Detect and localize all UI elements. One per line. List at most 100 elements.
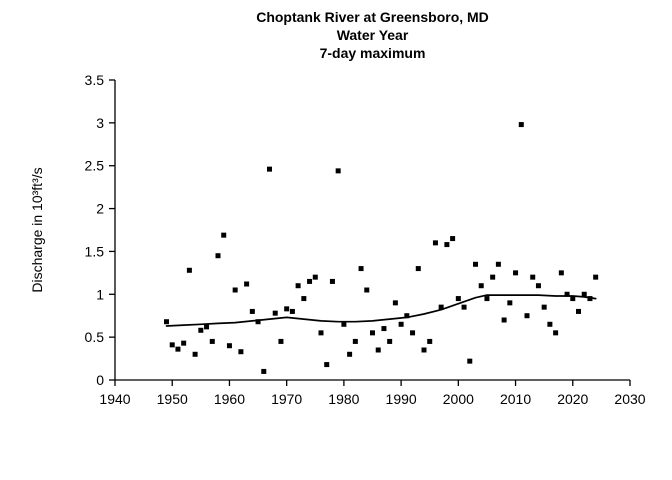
- data-point: [307, 278, 313, 284]
- data-point: [478, 283, 484, 289]
- data-point: [341, 321, 347, 327]
- data-point: [352, 338, 358, 344]
- data-point: [564, 291, 570, 297]
- data-point: [381, 326, 387, 332]
- y-tick-label: 1.5: [85, 243, 105, 259]
- x-tick-label: 2030: [614, 391, 645, 407]
- data-point: [244, 281, 250, 287]
- data-point: [164, 319, 169, 325]
- data-point: [438, 304, 444, 310]
- data-point: [186, 267, 192, 273]
- data-point: [238, 349, 244, 355]
- data-point: [175, 346, 181, 352]
- data-point: [444, 242, 450, 248]
- data-point: [364, 287, 370, 293]
- data-point: [226, 343, 232, 349]
- data-point: [169, 342, 175, 348]
- data-point: [581, 291, 587, 297]
- data-point: [484, 296, 490, 302]
- data-point: [347, 351, 353, 357]
- x-tick-label: 1970: [271, 391, 302, 407]
- y-tick-label: 0: [96, 372, 104, 388]
- data-point: [410, 330, 416, 336]
- chart-title-line: Choptank River at Greensboro, MD: [256, 9, 489, 25]
- x-tick-label: 2020: [557, 391, 588, 407]
- data-point: [215, 253, 221, 259]
- y-tick-label: 2.5: [85, 158, 105, 174]
- chart-title-line: Water Year: [337, 27, 409, 43]
- data-point: [249, 308, 255, 314]
- data-point: [547, 321, 553, 327]
- data-point: [261, 368, 267, 374]
- data-point: [427, 338, 433, 344]
- data-point: [513, 270, 519, 276]
- data-point: [450, 236, 456, 242]
- y-tick-label: 2: [96, 201, 104, 217]
- data-point: [192, 351, 198, 357]
- data-point: [495, 261, 501, 267]
- data-point: [576, 308, 581, 314]
- data-point: [284, 306, 290, 312]
- y-tick-label: 3.5: [85, 72, 105, 88]
- data-point: [501, 317, 507, 323]
- data-point: [518, 122, 524, 128]
- data-point: [432, 240, 438, 246]
- data-point: [398, 321, 404, 327]
- data-point: [421, 347, 427, 353]
- data-point: [404, 313, 410, 319]
- data-point: [467, 358, 473, 364]
- data-point: [289, 308, 295, 314]
- data-point: [329, 278, 335, 284]
- data-point: [558, 270, 564, 276]
- data-point: [530, 274, 536, 280]
- data-point: [535, 283, 541, 289]
- data-point: [209, 338, 215, 344]
- data-point: [204, 324, 210, 330]
- x-tick-label: 1980: [328, 391, 359, 407]
- data-point: [375, 347, 381, 353]
- data-point: [524, 313, 530, 319]
- data-point: [232, 287, 238, 293]
- y-tick-label: 0.5: [85, 329, 105, 345]
- data-point: [278, 338, 284, 344]
- data-point: [541, 304, 547, 310]
- data-point: [221, 232, 227, 238]
- y-tick-label: 3: [96, 115, 104, 131]
- y-tick-label: 1: [96, 286, 104, 302]
- data-point: [335, 168, 341, 174]
- data-point: [461, 304, 467, 310]
- data-point: [181, 340, 187, 346]
- data-point: [392, 300, 398, 306]
- x-tick-label: 2010: [500, 391, 531, 407]
- data-point: [267, 166, 272, 172]
- x-tick-label: 1990: [386, 391, 417, 407]
- data-point: [570, 296, 576, 302]
- data-point: [455, 296, 461, 302]
- data-point: [198, 327, 204, 333]
- x-tick-label: 1950: [157, 391, 188, 407]
- y-axis-label: Discharge in 10³ft³/s: [29, 167, 45, 292]
- data-point: [553, 330, 559, 336]
- data-point: [312, 274, 318, 280]
- trend-line: [165, 294, 597, 327]
- data-point: [473, 261, 478, 267]
- chart-title-line: 7-day maximum: [320, 45, 426, 61]
- data-point: [593, 274, 599, 280]
- x-tick-label: 1940: [99, 391, 130, 407]
- data-point: [387, 338, 393, 344]
- data-point: [255, 319, 261, 325]
- x-tick-label: 1960: [214, 391, 245, 407]
- data-point: [295, 283, 301, 289]
- data-point: [301, 296, 307, 302]
- data-point: [415, 266, 421, 272]
- data-point: [490, 274, 496, 280]
- data-point: [324, 362, 330, 368]
- data-point: [318, 330, 324, 336]
- x-tick-label: 2000: [443, 391, 474, 407]
- data-point: [507, 300, 513, 306]
- data-point: [272, 310, 278, 316]
- data-point: [358, 266, 364, 272]
- data-point: [370, 330, 375, 336]
